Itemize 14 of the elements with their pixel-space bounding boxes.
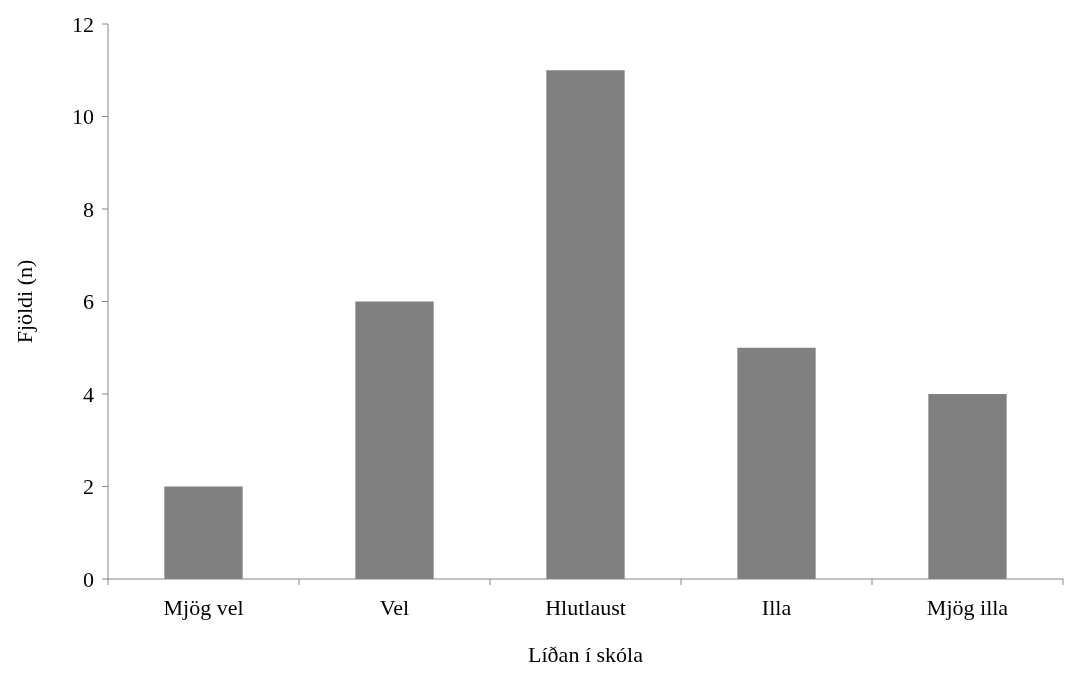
x-tick-label: Vel [379,595,410,620]
y-tick-label: 10 [72,104,94,130]
y-tick-label: 8 [83,196,94,222]
x-tick-label: Hlutlaust [545,595,626,620]
x-tick-label: Mjög illa [926,595,1009,620]
x-tick-label: Illa [761,595,792,620]
x-tick-label: Mjög vel [163,595,244,620]
y-tick-label: 2 [83,474,94,500]
y-tick-label: 4 [83,381,94,407]
y-tick-label: 6 [83,289,94,315]
y-axis-title: Fjöldi (n) [12,259,37,344]
y-tick-label: 12 [72,11,94,37]
y-tick-label: 0 [83,566,94,592]
x-axis-title: Líðan í skóla [528,642,644,667]
